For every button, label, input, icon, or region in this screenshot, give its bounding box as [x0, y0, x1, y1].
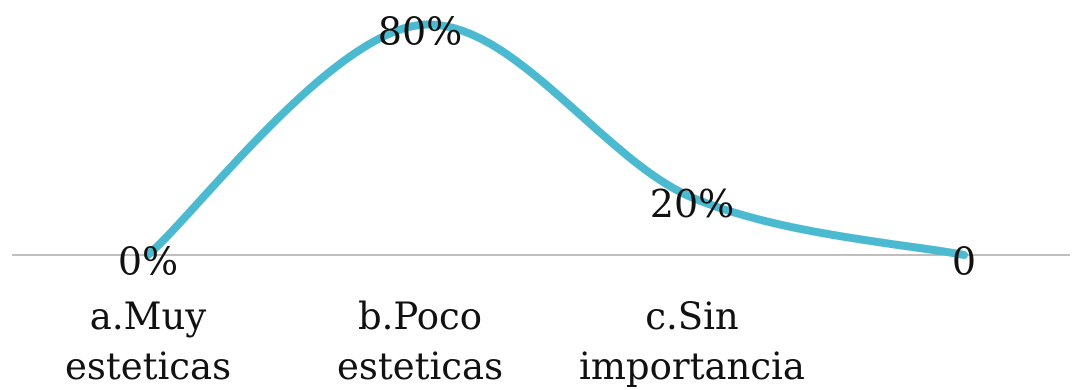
x-tick-label: b.Poco esteticas	[336, 295, 504, 388]
data-label: 80%	[378, 10, 462, 54]
data-label: 20%	[650, 182, 734, 226]
x-tick-label: a.Muy esteticas	[64, 295, 232, 388]
data-label: 0	[952, 240, 976, 284]
line	[144, 20, 968, 259]
x-tick-label: c.Sin importancia	[579, 295, 805, 388]
data-label: 0%	[118, 240, 178, 284]
